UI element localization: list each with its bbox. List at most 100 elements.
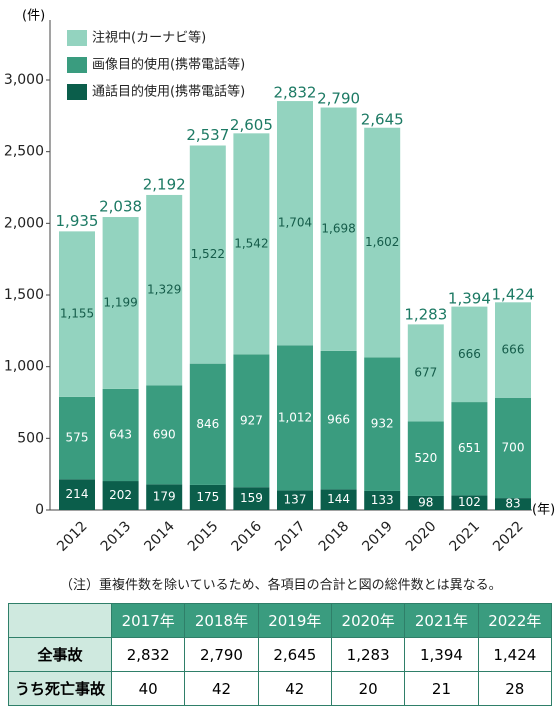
segment-label: 1,522 (191, 247, 225, 261)
segment-label: 520 (414, 451, 437, 465)
total-label: 2,832 (274, 84, 317, 102)
total-label: 1,935 (56, 212, 99, 230)
segment-label: 666 (458, 347, 481, 361)
bar-segment (320, 107, 357, 351)
bar-segment (277, 345, 313, 491)
y-tick-label: 1,500 (4, 287, 44, 303)
cell: 40 (110, 671, 186, 706)
segment-label: 1,199 (103, 295, 137, 309)
table-row: 全事故 2,832 2,790 2,645 1,283 1,394 1,424 (8, 637, 553, 672)
segment-label: 1,704 (278, 216, 312, 230)
bar-segment (146, 484, 183, 510)
bar-segment (189, 363, 226, 485)
segment-label: 932 (371, 417, 394, 431)
segment-label: 1,155 (60, 307, 94, 321)
cell: 2,790 (184, 637, 259, 672)
cell: 28 (477, 671, 553, 706)
bar-segment (451, 306, 488, 403)
bar-segment (233, 487, 270, 510)
x-tick-label: 2014 (141, 518, 178, 555)
cell: 42 (257, 671, 332, 706)
x-tick-label: 2022 (490, 518, 527, 555)
total-label: 1,424 (492, 285, 535, 303)
note: （注）重複件数を除いているため、各項目の合計と図の総件数とは異なる。 (60, 578, 502, 593)
legend-label: 注視中(カーナビ等) (92, 30, 206, 46)
bar-segment (233, 133, 270, 355)
cell: 21 (404, 671, 479, 706)
total-label: 2,038 (99, 197, 142, 215)
cell: 20 (330, 671, 406, 706)
y-tick-label: 0 (35, 502, 44, 518)
total-label: 1,394 (448, 290, 491, 308)
total-label: 2,645 (361, 110, 404, 128)
x-unit: (年) (532, 503, 555, 518)
header-cell: 2022年 (477, 603, 553, 638)
cell: 1,283 (330, 637, 406, 672)
segment-label: 700 (502, 440, 525, 454)
segment-label: 214 (66, 487, 89, 501)
segment-label: 202 (109, 488, 132, 502)
bar-segment (233, 354, 270, 488)
total-label: 1,283 (404, 306, 447, 324)
header-cell: 2018年 (184, 603, 259, 638)
bar-segment (320, 350, 357, 490)
legend-swatch (67, 30, 87, 46)
segment-label: 927 (240, 413, 263, 427)
x-tick-label: 2013 (98, 518, 135, 555)
x-tick-label: 2015 (185, 518, 222, 555)
segment-label: 651 (458, 441, 481, 455)
x-tick-label: 2017 (272, 518, 309, 555)
x-tick-label: 2019 (359, 518, 396, 555)
legend-label: 画像目的使用(携帯電話等) (92, 57, 245, 73)
bar-segment (102, 217, 139, 389)
cell: 1,424 (477, 637, 553, 672)
header-cell (8, 603, 112, 638)
segment-label: 575 (66, 431, 89, 445)
header-cell: 2020年 (330, 603, 406, 638)
segment-label: 1,698 (321, 222, 355, 236)
bar-segment (495, 397, 531, 499)
segment-label: 1,329 (147, 283, 181, 297)
segment-label: 175 (196, 490, 219, 504)
segment-label: 966 (327, 413, 350, 427)
header-cell: 2017年 (110, 603, 186, 638)
segment-label: 144 (327, 492, 350, 506)
bar-segment (495, 302, 531, 398)
bar-segment (277, 101, 313, 346)
x-tick-label: 2020 (403, 518, 440, 555)
segment-label: 1,542 (234, 236, 268, 250)
segment-label: 690 (153, 427, 176, 441)
header-cell: 2021年 (404, 603, 479, 638)
row-label: 全事故 (8, 637, 112, 672)
x-tick-label: 2012 (54, 518, 91, 555)
legend-swatch (67, 57, 87, 73)
y-tick-label: 3,000 (4, 72, 44, 88)
total-label: 2,192 (143, 175, 186, 193)
bar-segment (189, 484, 226, 510)
segment-label: 98 (418, 495, 433, 509)
segment-label: 1,602 (365, 235, 399, 249)
cell: 1,394 (404, 637, 479, 672)
bar-segment (102, 388, 139, 482)
segment-label: 102 (458, 495, 481, 509)
bar-segment (407, 324, 444, 422)
bar-segment (320, 489, 357, 510)
bar-segment (102, 481, 139, 510)
legend-label: 通話目的使用(携帯電話等) (92, 84, 245, 100)
segment-label: 1,012 (278, 410, 312, 424)
segment-label: 846 (196, 417, 219, 431)
bar-segment (495, 498, 531, 510)
segment-label: 666 (502, 343, 525, 357)
table-header: 2017年 2018年 2019年 2020年 2021年 2022年 (8, 603, 553, 638)
x-tick-label: 2018 (316, 518, 353, 555)
bar-segment (364, 357, 401, 491)
bar-segment (146, 385, 183, 485)
bar-segment (59, 396, 95, 480)
bar-segment (364, 127, 401, 358)
segment-label: 179 (153, 490, 176, 504)
x-tick-label: 2016 (229, 518, 266, 555)
header-cell: 2019年 (257, 603, 332, 638)
chart: (件) (年) 0 500 1,000 1,500 2,000 2,500 3,000 注視中… (4, 9, 555, 555)
y-tick-label: 500 (17, 430, 44, 446)
